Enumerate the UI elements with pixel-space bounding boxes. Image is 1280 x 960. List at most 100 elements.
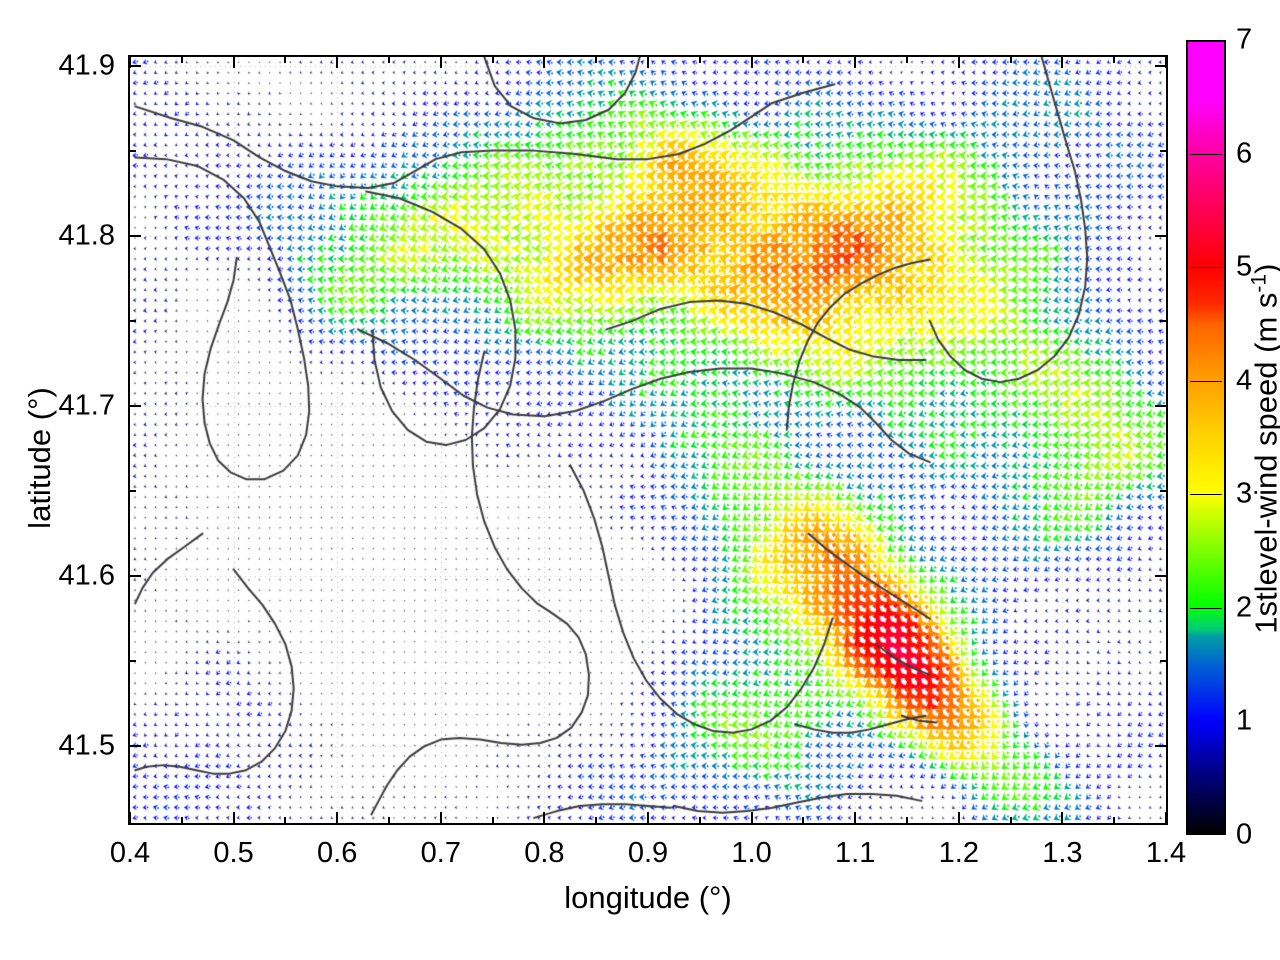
x-axis-tick-label: 0.7 [420,837,461,869]
y-axis-tick-major-right [1155,745,1166,748]
x-axis-tick-minor [491,817,494,823]
x-axis-tick-major [232,812,235,823]
colorbar-title-exponent: -1 [1247,273,1271,293]
x-axis-tick-minor [388,817,390,823]
x-axis-tick-major [336,812,339,823]
colorbar-tick-label: 3 [1236,477,1253,510]
x-axis-tick-major-top [854,57,857,68]
colorbar-tick [1190,494,1222,496]
colorbar-title-main: 1stlevel-wind speed (m s [1248,293,1280,634]
colorbar-tick-label: 4 [1236,364,1253,397]
x-axis-tick-minor-top [698,57,701,63]
x-axis-tick-major [543,812,546,823]
colorbar-tick [1190,380,1222,382]
x-axis-tick-minor [802,817,805,823]
y-axis-tick-major-right [1155,64,1166,67]
x-axis-tick-minor-top [491,57,494,63]
x-axis-tick-label: 0.4 [109,837,151,869]
y-axis-tick-major-right [1155,575,1166,578]
y-axis-tick-major [130,745,141,748]
y-axis-tick-minor-right [1160,490,1166,493]
x-axis-tick-minor-top [388,57,390,63]
colorbar-tick-label: 6 [1236,137,1253,170]
x-axis-tick-minor-top [1113,57,1116,63]
x-axis-tick-major [647,812,649,823]
x-axis-tick-major-top [647,57,649,68]
x-axis-tick-major [439,812,442,823]
y-axis-tick-label: 41.8 [58,219,115,252]
x-axis-tick-major-top [1165,57,1167,68]
x-axis-tick-minor-top [906,57,908,63]
y-axis-tick-minor-right [1160,149,1166,152]
x-axis-tick-major [854,812,857,823]
colorbar-gradient [1186,40,1226,835]
x-axis-tick-label: 1.2 [938,837,979,869]
x-axis-tick-minor-top [284,57,287,63]
colorbar-tick [1190,607,1222,609]
x-axis-tick-major-top [129,57,131,68]
x-axis-tick-minor-top [1009,57,1012,63]
y-axis-tick-major [130,404,141,407]
y-axis-tick-minor [130,660,136,663]
x-axis-tick-major-top [336,57,339,68]
colorbar-title-tail: ) [1249,264,1280,274]
colorbar-tick-label: 2 [1236,591,1253,624]
y-axis-tick-minor-right [1160,319,1166,322]
y-axis-tick-label: 41.7 [58,389,115,422]
y-axis-tick-major [130,64,141,67]
colorbar-tick-label: 5 [1236,250,1253,283]
y-axis-tick-label: 41.9 [58,49,115,81]
x-axis-tick-minor [595,817,598,823]
x-axis-tick-minor-top [802,57,805,63]
x-axis-tick-label: 1.4 [1145,837,1187,869]
x-axis-tick-major-top [750,57,753,68]
colorbar-title: 1stlevel-wind speed (m s-1) [1247,69,1280,829]
y-axis-tick-minor [130,490,136,493]
y-axis-label: latitude (°) [22,387,57,529]
y-axis-tick-minor-right [1160,660,1166,663]
x-axis-tick-minor [180,817,183,823]
x-axis-tick-minor-top [595,57,598,63]
coastline-contour-overlay [130,57,1166,823]
x-axis-tick-label: 0.9 [627,837,669,869]
x-axis-tick-major-top [543,57,546,68]
x-axis-tick-major-top [957,57,960,68]
x-axis-tick-label: 0.6 [317,837,358,869]
y-axis-tick-major-right [1155,404,1166,407]
y-axis-tick-major-right [1155,234,1166,237]
colorbar-container: 0 1 2 3 4 5 6 7 1stlevel-wind speed (m s-1) [1186,25,1280,849]
x-axis-tick-major-top [1061,57,1064,68]
colorbar-tick [1190,267,1222,269]
x-axis-tick-minor [1113,817,1116,823]
y-axis-tick-label: 41.6 [58,559,115,592]
y-axis-tick-major [130,575,141,578]
colorbar-tick [1190,153,1222,155]
y-axis-tick-minor [130,149,136,152]
x-axis-tick-minor-top [180,57,183,63]
x-axis-tick-major [957,812,960,823]
colorbar-tick [1190,721,1222,723]
x-axis-tick-label: 1.3 [1042,837,1083,869]
colorbar-tick-label: 1 [1236,704,1253,737]
x-axis-tick-label: 1.0 [731,837,772,869]
x-axis-tick-major [1165,812,1167,823]
y-axis-tick-label: 41.5 [58,729,115,762]
x-axis-label: longitude (°) [564,880,732,915]
x-axis-tick-minor [906,817,908,823]
y-axis-tick-minor [130,319,136,322]
x-axis-tick-label: 0.5 [213,837,254,869]
x-axis-tick-major [1061,812,1064,823]
x-axis-tick-label: 0.8 [524,837,565,869]
x-axis-tick-label: 1.1 [835,837,876,869]
plot-area [128,55,1168,825]
colorbar-tick-label: 0 [1236,818,1253,851]
x-axis-tick-major [750,812,753,823]
x-axis-tick-minor [1009,817,1012,823]
x-axis-tick-major-top [439,57,442,68]
colorbar-tick-label: 7 [1236,23,1253,56]
x-axis-tick-minor [284,817,287,823]
x-axis-tick-major-top [232,57,235,68]
x-axis-tick-major [129,812,131,823]
y-axis-tick-major [130,234,141,237]
